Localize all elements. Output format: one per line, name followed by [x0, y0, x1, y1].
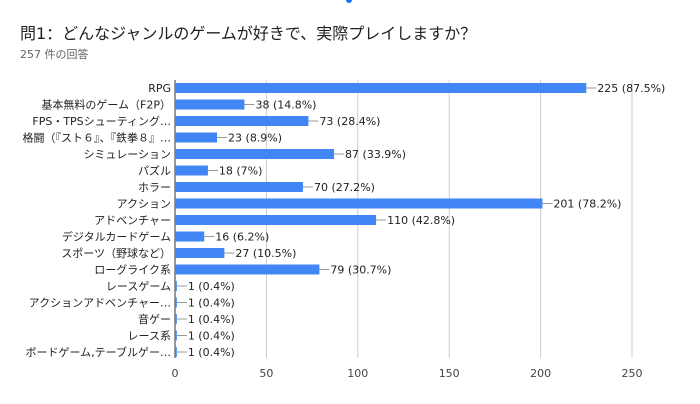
- bar: [175, 132, 218, 143]
- category-label: 格闘（『スト６』、『鉄拳８』…: [23, 131, 172, 145]
- bar: [175, 198, 543, 209]
- data-label: 70 (27.2%): [314, 181, 375, 194]
- bar: [175, 149, 335, 159]
- bar: [175, 264, 320, 275]
- data-label: 110 (42.8%): [387, 214, 455, 227]
- category-label: RPG: [148, 82, 171, 95]
- bar: [175, 297, 177, 308]
- data-label: 1 (0.4%): [188, 313, 235, 326]
- data-label: 18 (7%): [219, 165, 263, 178]
- data-label: 1 (0.4%): [188, 346, 235, 359]
- category-label: スポーツ（野球など）: [61, 246, 171, 260]
- category-label: レースゲーム: [106, 280, 171, 293]
- x-tick-label: 50: [259, 367, 273, 380]
- x-tick-label: 200: [530, 367, 551, 380]
- data-label: 1 (0.4%): [188, 297, 235, 310]
- category-label: FPS・TPSシューティング…: [32, 114, 171, 128]
- data-label: 79 (30.7%): [330, 264, 391, 277]
- category-label: シミュレーション: [83, 148, 171, 161]
- data-label: 225 (87.5%): [597, 82, 665, 95]
- x-tick-label: 100: [347, 367, 368, 380]
- data-label: 201 (78.2%): [553, 198, 621, 211]
- category-label: レース系: [128, 330, 171, 343]
- bar: [175, 330, 177, 341]
- x-tick-label: 0: [172, 367, 179, 380]
- data-label: 38 (14.8%): [255, 99, 316, 112]
- bar: [175, 215, 377, 225]
- bar: [175, 347, 177, 357]
- bar: [175, 83, 587, 93]
- x-tick-label: 250: [622, 367, 643, 380]
- data-label: 27 (10.5%): [235, 247, 296, 260]
- category-label: デジタルカードゲーム: [62, 230, 171, 244]
- data-label: 16 (6.2%): [215, 231, 269, 244]
- data-label: 1 (0.4%): [188, 330, 235, 343]
- category-label: パズル: [138, 164, 171, 178]
- bar: [175, 231, 205, 242]
- question-title: 問1：どんなジャンルのゲームが好きで、実際プレイしますか？: [20, 24, 477, 43]
- category-label: 基本無料のゲーム（F2P）: [41, 98, 171, 112]
- bar: [175, 165, 208, 176]
- data-label: 73 (28.4%): [319, 115, 380, 128]
- bar: [175, 182, 303, 192]
- data-label: 1 (0.4%): [188, 280, 235, 293]
- category-label: ボードゲーム,テーブルゲー…: [25, 345, 171, 359]
- category-label: ホラー: [138, 181, 171, 194]
- data-label: 23 (8.9%): [228, 132, 282, 145]
- category-label: アクション: [117, 198, 171, 211]
- category-label: ローグライク系: [94, 263, 171, 277]
- category-label: 音ゲー: [138, 312, 171, 326]
- bar: [175, 314, 177, 324]
- category-label: アドベンチャー: [94, 214, 171, 227]
- bar: [175, 116, 309, 126]
- data-label: 87 (33.9%): [345, 148, 406, 161]
- top-accent-marker: [346, 0, 352, 3]
- category-label: アクションアドベンチャー…: [29, 297, 171, 310]
- bar: [175, 281, 177, 291]
- x-tick-label: 150: [439, 367, 460, 380]
- bar: [175, 248, 225, 258]
- response-count: 257 件の回答: [20, 48, 89, 61]
- bar: [175, 99, 245, 110]
